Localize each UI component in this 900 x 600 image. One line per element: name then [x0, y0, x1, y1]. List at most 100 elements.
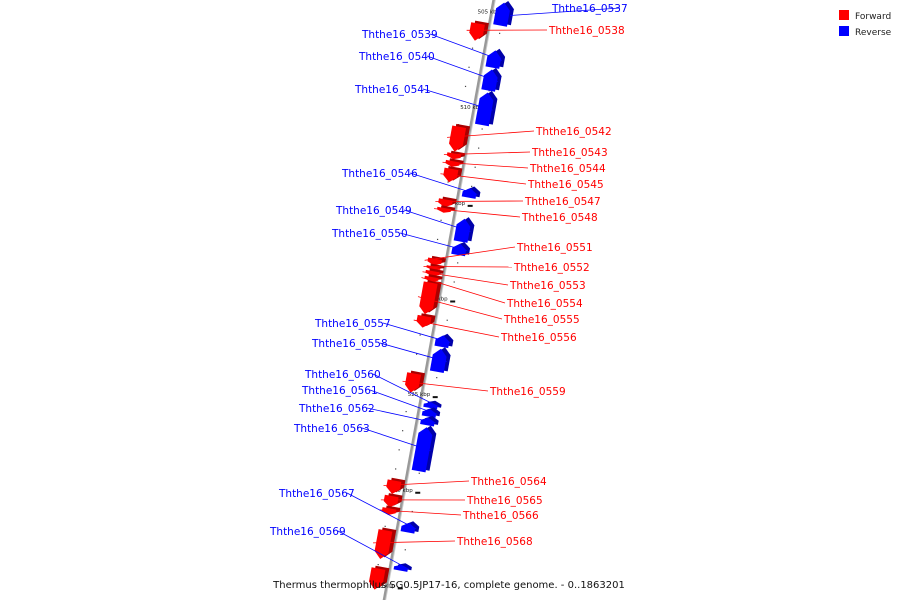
gene-arrow[interactable]: [400, 522, 416, 534]
gene-label[interactable]: Ththe16_0557: [314, 318, 391, 330]
kbp-tick-mark: [467, 204, 473, 207]
gene-label[interactable]: Ththe16_0549: [335, 205, 412, 217]
kbp-tick-label: 510 kbp: [460, 105, 483, 111]
gene-leader-line: [372, 540, 456, 544]
gene-arrow[interactable]: [416, 314, 432, 328]
gene-label[interactable]: Ththe16_0563: [293, 423, 370, 435]
gene-label[interactable]: Ththe16_0543: [531, 147, 608, 159]
gene-label[interactable]: Ththe16_0553: [509, 280, 586, 292]
gene-label[interactable]: Ththe16_0538: [548, 25, 625, 37]
gene-arrow[interactable]: [485, 50, 502, 69]
kbp-tick-label: 525 kbp: [408, 392, 431, 398]
gene-leader-line: [366, 407, 436, 424]
gene-arrow[interactable]: [493, 2, 510, 27]
gene-arrow[interactable]: [429, 348, 447, 373]
gene-leader-line: [337, 530, 410, 570]
gene-label[interactable]: Ththe16_0561: [301, 385, 378, 397]
gene-arrow[interactable]: [369, 567, 386, 590]
gene-label[interactable]: Ththe16_0544: [529, 163, 606, 175]
gene-label[interactable]: Ththe16_0560: [304, 369, 381, 381]
gene-label[interactable]: Ththe16_0567: [278, 488, 355, 500]
gene-arrow[interactable]: [420, 417, 435, 427]
gene-arrow[interactable]: [434, 335, 450, 349]
legend-reverse-swatch: [839, 26, 849, 36]
gene-label[interactable]: Ththe16_0562: [298, 403, 375, 415]
kbp-minor-tick: [481, 128, 483, 130]
gene-leader-line: [424, 246, 516, 261]
kbp-minor-tick: [405, 410, 407, 413]
gene-label[interactable]: Ththe16_0547: [524, 196, 601, 208]
gene-arrow[interactable]: [421, 409, 437, 418]
gene-leader-line: [383, 480, 470, 486]
kbp-minor-tick: [398, 449, 400, 451]
gene-arrow-depth: [430, 263, 445, 269]
gene-label[interactable]: Ththe16_0564: [470, 476, 547, 488]
gene-label[interactable]: Ththe16_0546: [341, 168, 418, 180]
gene-labels: Ththe16_0537 Ththe16_0538 Ththe16_0539 Thth…: [269, 3, 628, 570]
gene-label[interactable]: Ththe16_0542: [535, 126, 612, 138]
gene-arrow[interactable]: [419, 281, 438, 315]
kbp-minor-tick: [377, 563, 379, 566]
gene-label[interactable]: Ththe16_0556: [500, 332, 577, 344]
legend: Forward Reverse: [839, 10, 892, 38]
kbp-minor-tick: [436, 377, 438, 379]
gene-arrow[interactable]: [424, 275, 439, 282]
gene-arrow[interactable]: [386, 479, 402, 494]
gene-leader-line: [421, 277, 506, 304]
kbp-tick-mark: [397, 587, 403, 590]
gene-leader-line: [443, 151, 531, 156]
kbp-minor-tick: [453, 281, 455, 283]
gene-label[interactable]: Ththe16_0566: [462, 510, 539, 522]
gene-leader-line: [440, 173, 527, 185]
gene-arrow[interactable]: [374, 529, 393, 559]
gene-leader-line: [434, 208, 521, 218]
gene-label[interactable]: Ththe16_0545: [527, 179, 604, 191]
gene-label[interactable]: Ththe16_0554: [506, 298, 583, 310]
gene-label[interactable]: Ththe16_0568: [456, 536, 533, 548]
gene-label[interactable]: Ththe16_0565: [466, 495, 543, 507]
kbp-minor-tick: [499, 32, 501, 34]
kbp-minor-tick: [395, 468, 397, 470]
gene-label[interactable]: Ththe16_0537: [551, 3, 628, 15]
kbp-minor-tick: [447, 181, 449, 183]
gene-leader-line: [379, 342, 447, 363]
gene-arrow[interactable]: [469, 22, 485, 41]
gene-arrow[interactable]: [475, 92, 494, 127]
gene-label[interactable]: Ththe16_0550: [331, 228, 408, 240]
kbp-minor-tick: [411, 510, 413, 513]
gene-label[interactable]: Ththe16_0559: [489, 386, 566, 398]
gene-label[interactable]: Ththe16_0555: [503, 314, 580, 326]
kbp-minor-tick: [474, 166, 476, 168]
gene-arrow[interactable]: [445, 159, 460, 167]
backbone: [382, 0, 496, 600]
gene-leader-line: [422, 88, 493, 111]
gene-label[interactable]: Ththe16_0539: [361, 29, 438, 41]
gene-arrow[interactable]: [438, 198, 453, 208]
gene-arrow[interactable]: [453, 218, 471, 243]
gene-label[interactable]: Ththe16_0551: [516, 242, 593, 254]
legend-forward-swatch: [839, 10, 849, 20]
gene-leader-line: [346, 492, 417, 530]
genome-caption: Thermus thermophilus SG0.5JP17-16, compl…: [272, 580, 625, 591]
gene-label[interactable]: Ththe16_0548: [521, 212, 598, 224]
gene-label[interactable]: Ththe16_0552: [513, 262, 590, 274]
kbp-minor-tick: [464, 85, 467, 88]
gene-arrow[interactable]: [451, 243, 467, 257]
gene-arrow[interactable]: [449, 125, 467, 152]
gene-leader-line: [382, 322, 451, 343]
gene-leader-line: [413, 319, 500, 338]
gene-leader-line: [403, 209, 471, 233]
gene-label[interactable]: Ththe16_0541: [354, 84, 431, 96]
kbp-minor-tick: [471, 185, 473, 187]
gene-label[interactable]: Ththe16_0540: [358, 51, 435, 63]
gene-leader-line: [417, 296, 503, 320]
kbp-minor-tick: [440, 219, 442, 221]
gene-arrow[interactable]: [481, 69, 498, 92]
gene-label[interactable]: Ththe16_0558: [311, 338, 388, 350]
gene-label[interactable]: Ththe16_0569: [269, 526, 346, 538]
gene-arrow[interactable]: [383, 494, 399, 508]
gene-arrow[interactable]: [411, 427, 433, 473]
legend-reverse-label: Reverse: [855, 28, 892, 38]
kbp-minor-tick: [471, 47, 474, 49]
